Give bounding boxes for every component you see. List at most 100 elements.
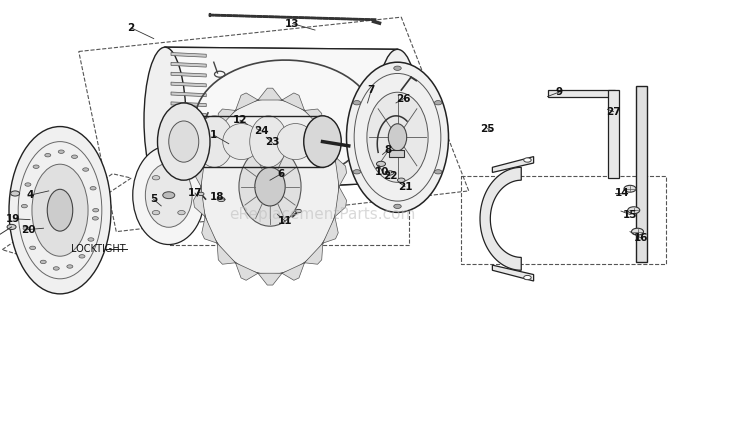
Ellipse shape [169, 121, 199, 162]
Polygon shape [171, 181, 206, 186]
Text: 7: 7 [368, 85, 375, 95]
Circle shape [93, 208, 99, 212]
Text: 22: 22 [382, 171, 398, 181]
Ellipse shape [9, 127, 111, 294]
Polygon shape [171, 52, 206, 57]
Circle shape [10, 191, 20, 196]
Circle shape [376, 161, 386, 166]
Polygon shape [636, 86, 646, 262]
Text: 9: 9 [555, 87, 562, 97]
Polygon shape [492, 265, 533, 281]
Circle shape [90, 187, 96, 190]
Polygon shape [171, 92, 206, 97]
Ellipse shape [223, 124, 260, 160]
Polygon shape [304, 109, 322, 130]
Polygon shape [194, 157, 206, 187]
Polygon shape [171, 142, 206, 146]
Circle shape [524, 158, 531, 162]
Ellipse shape [304, 116, 341, 167]
Polygon shape [171, 132, 206, 136]
Text: 17: 17 [188, 188, 202, 198]
Circle shape [79, 255, 85, 258]
Text: 27: 27 [606, 106, 621, 117]
Text: 4: 4 [26, 190, 34, 200]
Text: 5: 5 [150, 194, 158, 205]
Circle shape [434, 101, 442, 105]
Text: 24: 24 [254, 126, 268, 136]
Circle shape [394, 204, 401, 208]
Circle shape [632, 228, 644, 235]
Circle shape [53, 267, 59, 270]
Circle shape [386, 171, 394, 175]
Circle shape [92, 217, 98, 220]
Polygon shape [217, 243, 236, 264]
Circle shape [152, 175, 160, 180]
Ellipse shape [255, 167, 285, 206]
Polygon shape [548, 90, 615, 97]
Text: 2: 2 [128, 23, 135, 33]
Polygon shape [171, 151, 206, 156]
Polygon shape [171, 72, 206, 77]
Text: 16: 16 [634, 233, 649, 243]
Ellipse shape [201, 99, 339, 275]
Circle shape [58, 150, 64, 154]
Polygon shape [171, 171, 206, 176]
Circle shape [628, 207, 640, 214]
Ellipse shape [32, 164, 88, 256]
Ellipse shape [367, 92, 428, 182]
Polygon shape [334, 157, 346, 187]
Polygon shape [194, 187, 206, 217]
Circle shape [25, 183, 31, 186]
Circle shape [434, 170, 442, 174]
Polygon shape [258, 273, 282, 285]
Text: eReplacementParts.com: eReplacementParts.com [230, 207, 416, 222]
Ellipse shape [196, 116, 233, 167]
Ellipse shape [346, 62, 448, 212]
Text: 6: 6 [278, 169, 285, 179]
Text: 11: 11 [278, 216, 292, 226]
Polygon shape [202, 130, 217, 157]
Circle shape [217, 197, 225, 202]
Circle shape [198, 192, 204, 196]
Polygon shape [322, 217, 338, 243]
Circle shape [45, 154, 51, 157]
Circle shape [40, 260, 46, 264]
Text: LOCKTIGHT: LOCKTIGHT [71, 244, 126, 254]
Polygon shape [171, 122, 206, 127]
Text: 21: 21 [398, 181, 412, 192]
Text: 23: 23 [265, 137, 280, 148]
Circle shape [624, 185, 636, 192]
Circle shape [353, 101, 361, 105]
Polygon shape [304, 243, 322, 264]
Polygon shape [171, 161, 206, 166]
Polygon shape [608, 90, 619, 178]
Ellipse shape [146, 163, 192, 227]
Circle shape [30, 246, 36, 250]
Polygon shape [171, 82, 206, 87]
Circle shape [152, 211, 160, 215]
Ellipse shape [47, 189, 73, 231]
Polygon shape [236, 263, 258, 280]
Polygon shape [171, 102, 206, 106]
Text: 10: 10 [375, 166, 390, 177]
Circle shape [22, 204, 28, 208]
Text: 15: 15 [622, 209, 638, 220]
Ellipse shape [158, 103, 210, 180]
Ellipse shape [239, 147, 301, 226]
Text: 14: 14 [615, 188, 630, 198]
Circle shape [398, 178, 405, 182]
Circle shape [88, 238, 94, 241]
Ellipse shape [376, 49, 419, 182]
Ellipse shape [250, 116, 287, 167]
Text: 25: 25 [480, 124, 495, 134]
Polygon shape [217, 109, 236, 130]
Polygon shape [258, 88, 282, 100]
Circle shape [7, 224, 16, 230]
Text: 12: 12 [232, 115, 248, 125]
Ellipse shape [144, 47, 186, 193]
Circle shape [33, 165, 39, 169]
Circle shape [524, 275, 531, 280]
Polygon shape [236, 93, 258, 110]
Text: 8: 8 [384, 145, 392, 155]
Circle shape [82, 168, 88, 171]
